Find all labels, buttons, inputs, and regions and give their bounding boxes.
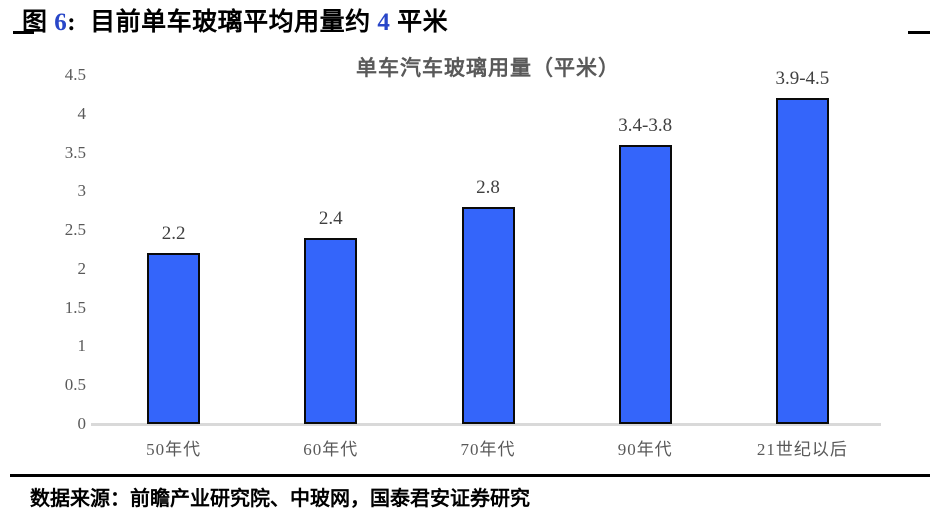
footer-divider xyxy=(10,474,930,477)
bar-value-label: 2.8 xyxy=(476,176,500,198)
y-axis-tick-label: 4.5 xyxy=(64,65,86,84)
figure-title: 图 6: 目前单车玻璃平均用量约 4 平米 xyxy=(22,2,448,38)
data-source-text: 数据来源：前瞻产业研究院、中玻网，国泰君安证券研究 xyxy=(30,488,530,510)
plot-area: 2.2 2.4 2.8 3.4-3.8 3.9-4.5 xyxy=(91,68,881,426)
figure-title-unit: 平米 xyxy=(397,9,449,36)
bar xyxy=(304,237,358,424)
bar-value-label: 3.4-3.8 xyxy=(618,114,673,136)
y-axis-tick-label: 3 xyxy=(77,181,87,201)
x-axis-tick-label: 70年代 xyxy=(460,440,516,459)
y-axis-tick-label: 0.5 xyxy=(64,375,86,395)
y-axis-tick-label: 3.5 xyxy=(64,142,86,162)
header-right-dash xyxy=(908,31,930,34)
x-axis-tick-label: 50年代 xyxy=(146,440,202,459)
chart-title: 单车汽车玻璃用量（平米） xyxy=(356,56,620,80)
header-left-dash xyxy=(13,31,34,34)
bar xyxy=(147,253,201,424)
x-axis-tick-label: 90年代 xyxy=(617,440,673,459)
bar-value-label: 3.9-4.5 xyxy=(775,68,830,90)
bar xyxy=(775,98,829,424)
figure-label: 图 xyxy=(22,9,48,36)
y-axis-tick-label: 0 xyxy=(77,414,87,433)
bar-value-label: 2.4 xyxy=(318,207,343,229)
bar xyxy=(461,206,515,424)
y-axis-tick-label: 2 xyxy=(77,258,87,278)
figure-title-number: 4 xyxy=(377,9,391,36)
x-axis-tick-label: 60年代 xyxy=(303,440,359,459)
figure-colon: : xyxy=(67,9,77,36)
figure-title-text: 目前单车玻璃平均用量约 xyxy=(90,9,371,36)
y-axis: 0 0.5 1 1.5 2 2.5 3 3.5 4 4.5 xyxy=(0,65,87,433)
bar-value-label: 2.2 xyxy=(161,223,186,245)
y-axis-tick-label: 4 xyxy=(77,103,87,123)
y-axis-tick-label: 2.5 xyxy=(64,220,86,240)
bar xyxy=(618,144,672,424)
figure-number: 6 xyxy=(54,9,68,36)
x-axis-tick-label: 21世纪以后 xyxy=(756,440,848,459)
x-axis-line xyxy=(91,423,881,426)
x-axis-labels: 50年代 60年代 70年代 90年代 21世纪以后 xyxy=(95,435,881,461)
y-axis-tick-label: 1 xyxy=(77,336,87,356)
y-axis-tick-label: 1.5 xyxy=(64,297,86,317)
